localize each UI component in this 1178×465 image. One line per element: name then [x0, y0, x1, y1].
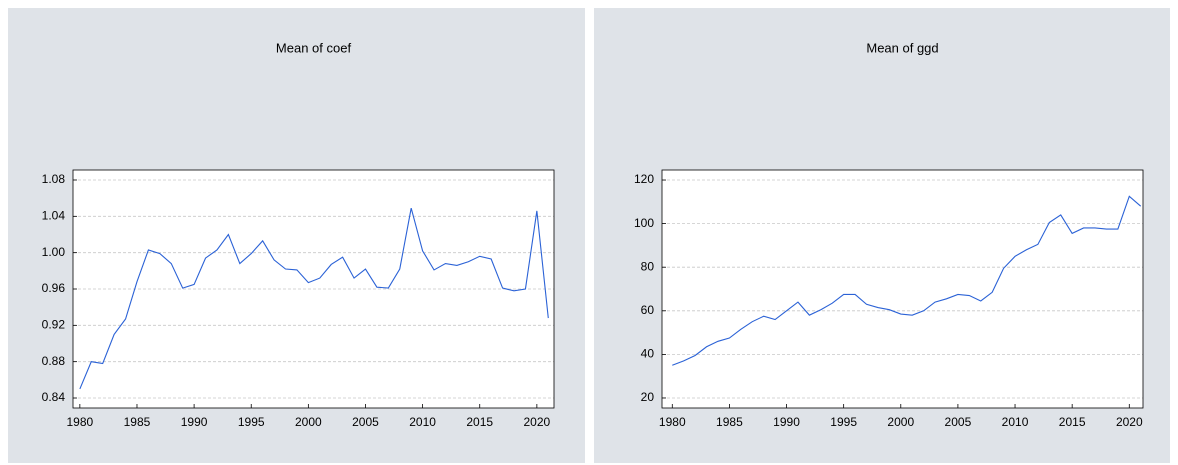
x-tick-label: 1985	[124, 415, 151, 429]
y-tick-label: 0.88	[42, 354, 66, 368]
plot-frame	[661, 169, 1144, 409]
chart-title: Mean of ggd	[866, 40, 938, 55]
x-tick-label: 2000	[887, 415, 914, 429]
x-tick-label: 2010	[1002, 415, 1029, 429]
x-tick-label: 1990	[181, 415, 208, 429]
x-tick-label: 1980	[67, 415, 94, 429]
y-tick-label: 0.96	[42, 281, 66, 295]
x-tick-label: 2010	[409, 415, 436, 429]
x-tick-label: 1995	[238, 415, 265, 429]
x-tick-label: 1980	[659, 415, 686, 429]
y-tick-label: 100	[634, 216, 654, 230]
plot-frame	[72, 169, 555, 409]
x-tick-label: 2015	[466, 415, 493, 429]
y-tick-label: 20	[641, 390, 655, 404]
y-tick-label: 0.84	[42, 390, 66, 404]
x-tick-label: 2005	[352, 415, 379, 429]
x-tick-label: 1995	[830, 415, 857, 429]
y-tick-label: 0.92	[42, 318, 66, 332]
chart-title: Mean of coef	[276, 40, 352, 55]
x-tick-label: 2020	[524, 415, 551, 429]
x-tick-label: 2005	[945, 415, 972, 429]
y-tick-label: 1.08	[42, 172, 66, 186]
data-line	[79, 208, 549, 390]
data-line	[672, 195, 1142, 366]
x-tick-label: 2015	[1059, 415, 1086, 429]
y-tick-label: 40	[641, 347, 655, 361]
plot-area	[662, 170, 1143, 408]
y-tick-label: 1.04	[42, 209, 66, 223]
y-tick-label: 120	[634, 172, 654, 186]
x-tick-label: 2000	[295, 415, 322, 429]
y-tick-label: 1.00	[42, 245, 66, 259]
x-tick-label: 1985	[716, 415, 743, 429]
y-tick-label: 80	[641, 259, 655, 273]
y-tick-label: 60	[641, 303, 655, 317]
x-tick-label: 1990	[773, 415, 800, 429]
x-tick-label: 2020	[1116, 415, 1143, 429]
